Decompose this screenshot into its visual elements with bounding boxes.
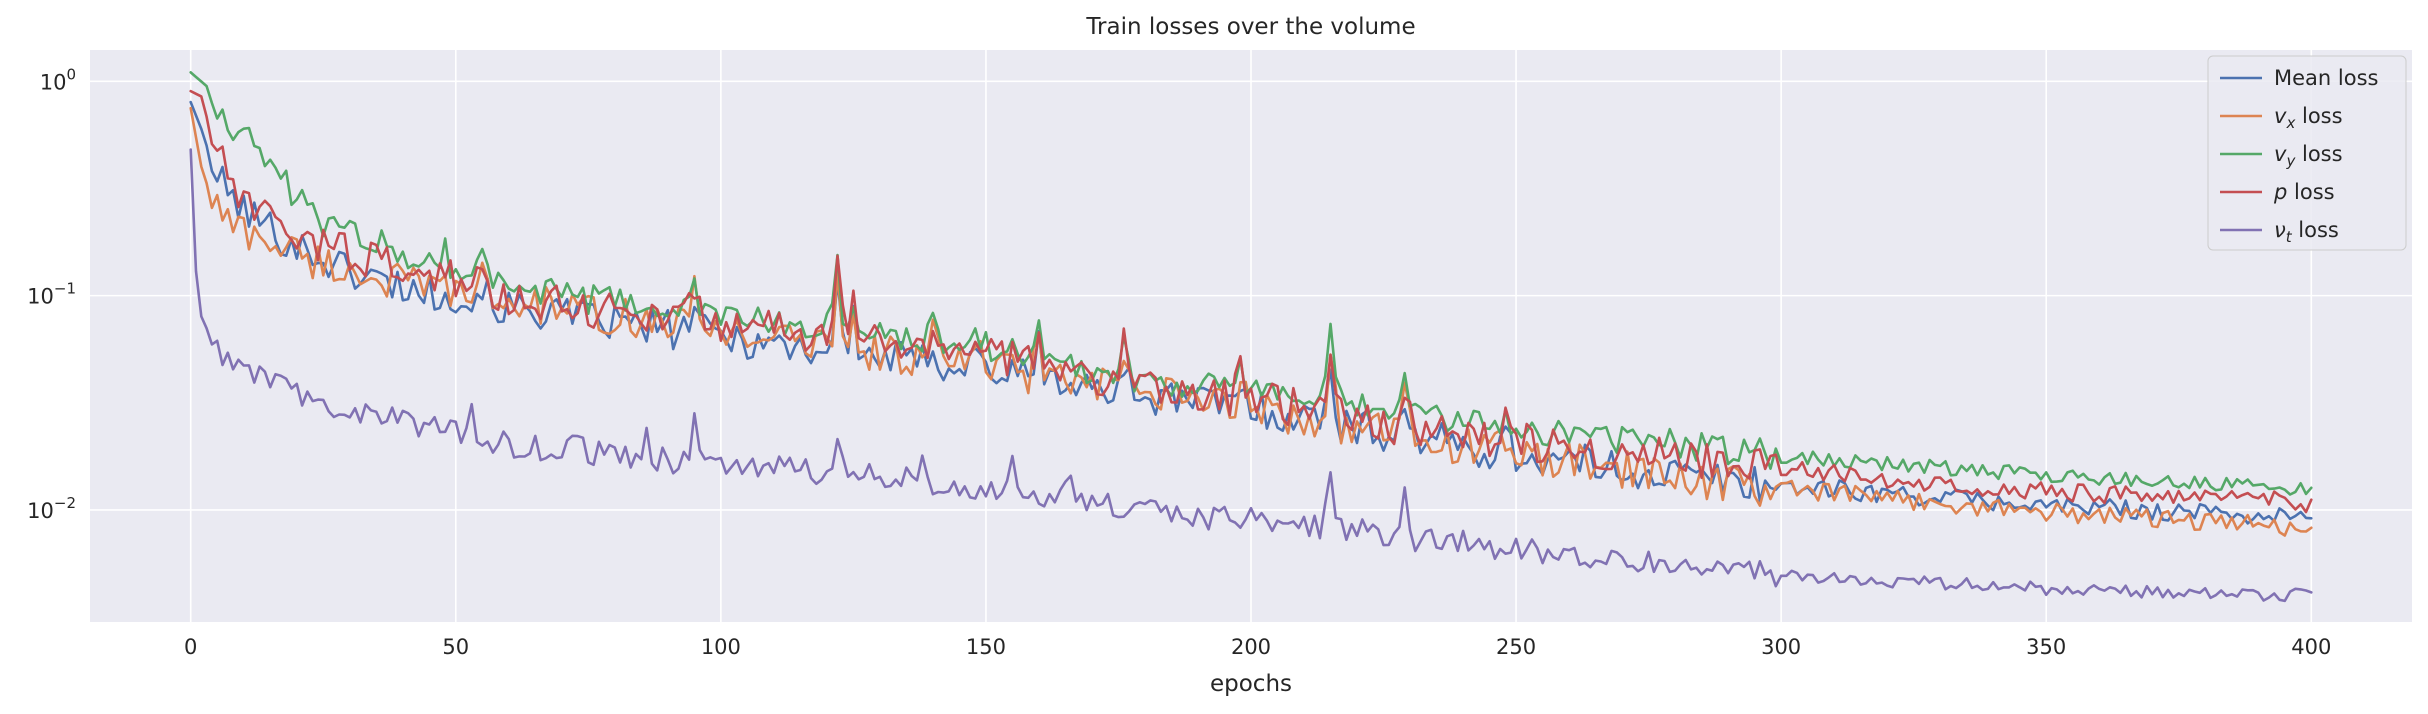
- x-tick-label: 0: [184, 635, 197, 659]
- y-tick-label: 100: [40, 65, 76, 94]
- y-tick-label: 10−1: [27, 280, 76, 309]
- x-tick-label: 250: [1496, 635, 1536, 659]
- series-line-nut: [189, 148, 2313, 603]
- x-tick-label: 350: [2026, 635, 2066, 659]
- x-tick-label: 50: [442, 635, 469, 659]
- y-axis-ticks: 100 10−1 10−2: [27, 65, 76, 523]
- x-axis-label: epochs: [1210, 671, 1292, 697]
- x-tick-label: 400: [2291, 635, 2331, 659]
- series-lines: [189, 71, 2313, 603]
- series-line-vx: [189, 106, 2313, 537]
- legend-label: Mean loss: [2274, 66, 2378, 90]
- x-tick-label: 150: [966, 635, 1006, 659]
- x-tick-label: 300: [1761, 635, 1801, 659]
- legend-label: vy loss: [2274, 142, 2343, 170]
- legend-label: vx loss: [2274, 104, 2343, 132]
- x-tick-label: 100: [701, 635, 741, 659]
- legend-label: p loss: [2273, 180, 2335, 204]
- series-line-p: [189, 89, 2313, 514]
- legend-frame: [2207, 55, 2407, 251]
- x-axis-ticks: 0 50 100 150 200 250 300 350 400: [184, 635, 2331, 659]
- y-tick-label: 10−2: [27, 494, 76, 523]
- x-tick-label: 200: [1231, 635, 1271, 659]
- chart-title: Train losses over the volume: [1085, 14, 1415, 40]
- legend-label: νt loss: [2274, 218, 2339, 246]
- legend: Mean loss vx loss vy loss p loss νt loss: [2207, 55, 2407, 251]
